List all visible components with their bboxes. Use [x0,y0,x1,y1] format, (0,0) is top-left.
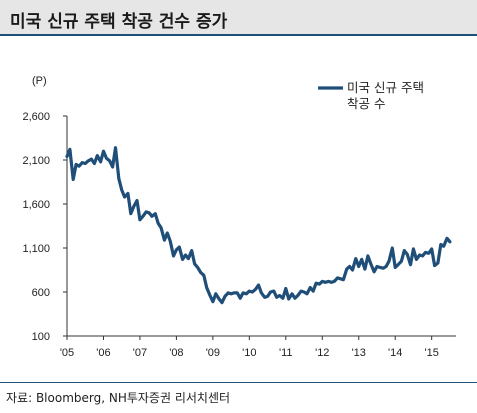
chart-axes: (P) [32,75,456,337]
x-tick-label: '09 [206,347,220,359]
x-tick-label: '08 [169,347,183,359]
footer-rule [0,382,477,383]
y-axis-ticks: 100 600 1,100 1,600 2,100 2,600 [22,111,67,343]
x-tick-label: '15 [425,347,439,359]
y-tick-label: 1,100 [22,243,50,255]
x-axis-ticks: '05 '06 '07 '08 '09 '10 '11 '12 '13 '14 '15 [60,336,439,359]
chart-series [65,146,452,305]
x-tick-label: '12 [315,347,329,359]
source-note: 자료: Bloomberg, NH투자증권 리서치센터 [6,391,231,405]
y-tick-label: 600 [32,287,50,299]
y-tick-label: 2,600 [22,111,50,123]
x-tick-label: '10 [242,347,256,359]
legend-label: 미국 신규 주택 [347,80,424,95]
line-chart: (P) 100 600 1,100 1,600 2,100 2,600 '05 '06 '07… [22,75,456,359]
x-tick-label: '07 [133,347,147,359]
title-rule [0,34,477,36]
title-bar: 미국 신규 주택 착공 건수 증가 [0,0,477,34]
x-tick-label: '13 [352,347,366,359]
series-line [65,146,452,305]
x-tick-label: '14 [388,347,402,359]
y-tick-label: 1,600 [22,199,50,211]
y-tick-label: 100 [32,331,50,343]
x-tick-label: '05 [60,347,74,359]
x-tick-label: '11 [279,347,293,359]
page-title: 미국 신규 주택 착공 건수 증가 [10,12,228,32]
y-axis-unit: (P) [32,75,47,87]
x-tick-label: '06 [96,347,110,359]
legend-label: 착공 수 [347,96,385,111]
y-tick-label: 2,100 [22,155,50,167]
